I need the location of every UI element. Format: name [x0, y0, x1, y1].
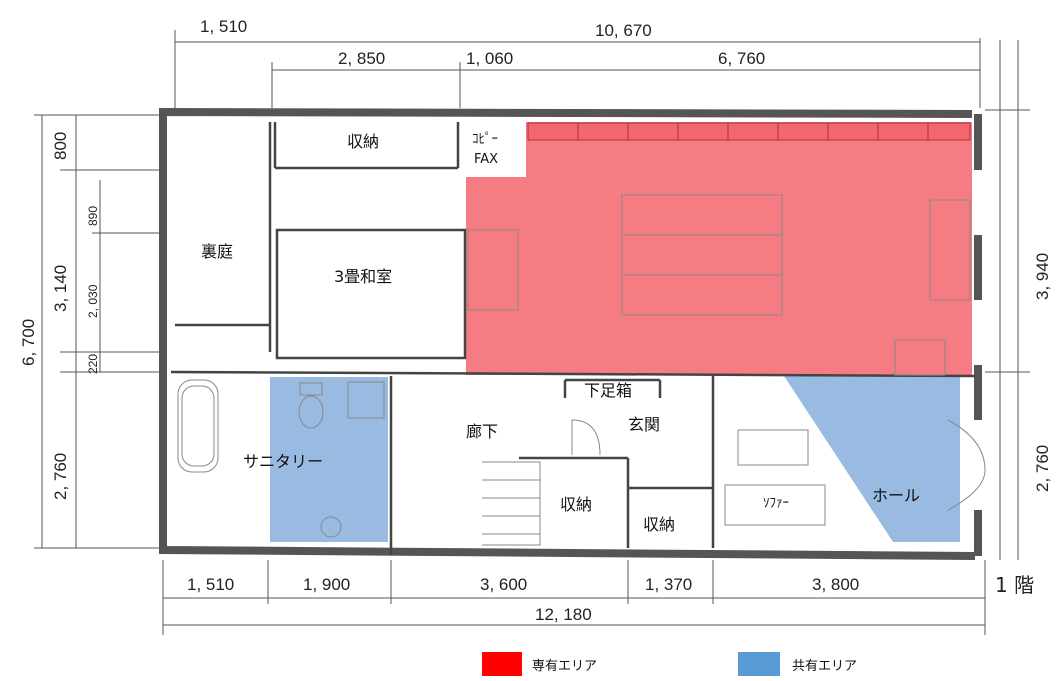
dim-left-total: 6, 700 [19, 319, 38, 366]
room-hallway: 廊下 [466, 422, 498, 441]
fixtures [177, 194, 986, 546]
room-shoe-box: 下足箱 [584, 381, 632, 400]
room-backyard: 裏庭 [201, 242, 233, 261]
private-area [466, 122, 972, 375]
dim-left-3: 220 [86, 354, 100, 374]
dim-top-outer-left: 1, 510 [200, 17, 247, 36]
sofa-icon [724, 484, 826, 526]
meeting-table-icon [621, 194, 783, 316]
dim-left-2a: 890 [86, 206, 100, 226]
shared-area-hall [784, 376, 960, 542]
dim-bottom-total: 12, 180 [535, 605, 592, 624]
legend-label-shared: 共有エリア [792, 659, 857, 674]
toilet-icon [298, 395, 324, 429]
legend-swatch-private [482, 652, 522, 676]
dim-bottom-4: 1, 370 [645, 575, 692, 594]
room-storage-small: 収納 [643, 515, 675, 534]
dim-left-2b: 2, 030 [86, 284, 100, 318]
dim-top-3: 6, 760 [718, 49, 765, 68]
dim-left-1: 800 [51, 132, 70, 160]
room-storage-stair: 収納 [560, 495, 592, 514]
dim-bottom-1: 1, 510 [187, 575, 234, 594]
room-sofa: ｿﾌｧｰ [763, 496, 789, 511]
dim-top-total: 10, 670 [595, 21, 652, 40]
dim-left-2: 3, 140 [51, 265, 70, 312]
bottom-dimension-lines [162, 560, 986, 635]
room-storage-top: 収納 [347, 132, 379, 151]
legend-label-private: 専有エリア [532, 659, 597, 674]
dim-left-4: 2, 760 [51, 453, 70, 500]
room-copy-fax-line1: ｺﾋﾟｰ [472, 132, 498, 147]
dim-top-2: 1, 060 [466, 49, 513, 68]
door-swing-icon [571, 419, 601, 456]
dim-right-2: 2, 760 [1033, 445, 1052, 492]
room-entrance: 玄関 [628, 415, 660, 434]
left-dimension-lines [34, 114, 165, 549]
legend: 専有エリア 共有エリア [482, 652, 857, 676]
dim-bottom-3: 3, 600 [480, 575, 527, 594]
room-sanitary: サニタリー [243, 452, 323, 471]
dim-top-1: 2, 850 [338, 49, 385, 68]
right-dimension-lines [985, 40, 1030, 560]
door-swing-icon-2 [947, 419, 986, 471]
room-hall: ホール [872, 486, 920, 505]
sofa-table-icon [737, 429, 809, 466]
dim-bottom-2: 1, 900 [303, 575, 350, 594]
interior-walls [170, 122, 976, 555]
shelf-band [527, 122, 971, 141]
room-copy-fax-line2: FAX [474, 152, 498, 167]
outer-walls [159, 107, 982, 560]
washbasin-icon [320, 516, 342, 538]
room-tatami: 3畳和室 [334, 267, 392, 286]
dim-bottom-5: 3, 800 [812, 575, 859, 594]
legend-swatch-shared [738, 652, 780, 676]
sink-icon [347, 381, 385, 419]
bathtub-icon [177, 379, 219, 473]
top-dimension-lines [174, 30, 981, 108]
dim-right-1: 3, 940 [1033, 253, 1052, 300]
shared-area-sanitary [270, 377, 388, 542]
floor-label: 1 階 [995, 573, 1034, 597]
